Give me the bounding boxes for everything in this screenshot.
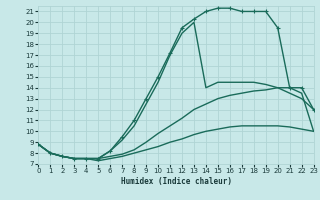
X-axis label: Humidex (Indice chaleur): Humidex (Indice chaleur) (121, 177, 231, 186)
